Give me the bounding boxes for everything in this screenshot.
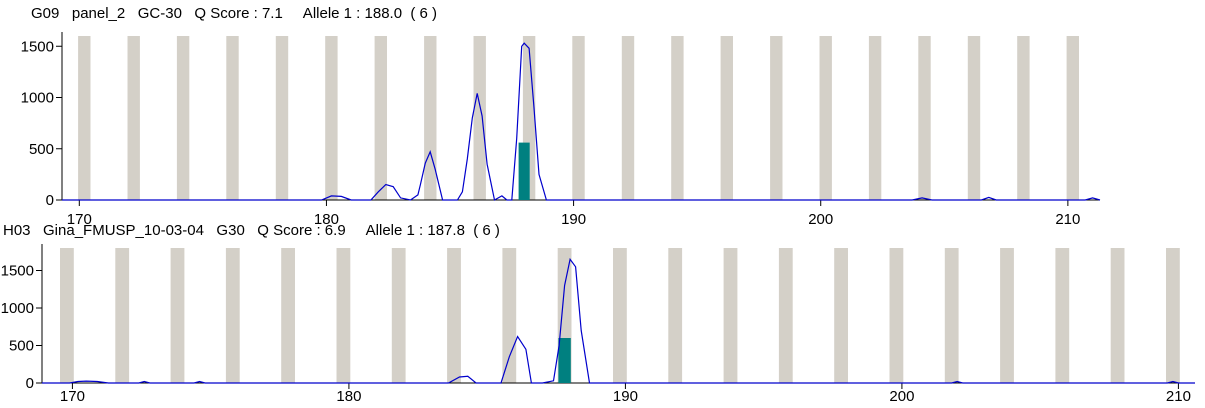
bin-bar (889, 248, 904, 383)
bin-bar (226, 36, 239, 200)
x-tick-label: 190 (613, 388, 638, 405)
bin-bar (225, 248, 240, 383)
y-tick-label: 500 (9, 338, 34, 355)
bin-bar (325, 36, 338, 200)
bin-bar (1000, 248, 1014, 383)
bin-bar (78, 36, 91, 200)
bin-bar (621, 36, 635, 200)
bin-bar (918, 36, 931, 200)
y-tick-label: 1000 (1, 300, 34, 317)
bin-bar (613, 248, 627, 383)
bin-bar (275, 36, 289, 200)
chart-1-title: G09 panel_2 GC-30 Q Score : 7.1 Allele 1… (31, 5, 438, 22)
x-tick-label: 200 (889, 388, 914, 405)
allele-bar (558, 338, 571, 383)
bin-bar (868, 36, 882, 200)
chart-panel-1: G09 panel_2 GC-30 Q Score : 7.1 Allele 1… (21, 5, 1101, 228)
bin-bar (572, 36, 585, 200)
chart-2-title: H03 Gina_FMUSP_10-03-04 G30 Q Score : 6.… (3, 222, 500, 239)
signal-trace (42, 257, 1195, 384)
bin-bar (1017, 36, 1030, 200)
y-tick-label: 1000 (21, 90, 54, 107)
bin-bar (720, 36, 733, 200)
chart-1-svg: 0 500 1000 1500 170 180 190 200 210 (21, 32, 1101, 228)
x-tick-label: 180 (314, 211, 339, 228)
bin-bar (668, 248, 683, 383)
signal-trace (62, 42, 1101, 201)
bin-bar (671, 36, 684, 200)
chart-2-svg: 0 500 1000 1500 170 180 190 200 210 (1, 244, 1195, 405)
y-tick-label: 0 (46, 192, 54, 209)
bin-bar (723, 248, 738, 383)
x-tick-label: 170 (67, 211, 92, 228)
bin-bar (778, 248, 793, 383)
y-tick-label: 1500 (21, 38, 54, 55)
x-tick-label: 170 (60, 388, 85, 405)
y-tick-label: 1500 (1, 263, 34, 280)
bin-bar (1110, 248, 1125, 383)
bin-bar (115, 248, 130, 383)
bin-bar (473, 36, 486, 200)
bin-bar (1166, 248, 1180, 383)
y-tick-label: 0 (26, 375, 34, 392)
bin-bar (60, 248, 74, 383)
bin-bar (770, 36, 783, 200)
x-tick-label: 200 (808, 211, 833, 228)
bin-bar (374, 36, 387, 200)
bin-bar (391, 248, 406, 383)
bin-bar (1055, 248, 1070, 383)
bin-bar (819, 36, 832, 200)
chart-panel-2: H03 Gina_FMUSP_10-03-04 G30 Q Score : 6.… (0, 220, 1205, 408)
bin-bar (176, 36, 190, 200)
bin-bar (424, 36, 437, 200)
bin-bar (502, 248, 517, 383)
y-tick-label: 500 (29, 141, 54, 158)
bin-bar (170, 248, 185, 383)
bin-bar (336, 248, 351, 383)
x-tick-label: 210 (1055, 211, 1080, 228)
x-tick-label: 190 (561, 211, 586, 228)
bin-bar (967, 36, 981, 200)
bin-bar (944, 248, 959, 383)
allele-bar (518, 142, 530, 200)
bin-bar (447, 248, 461, 383)
bin-bar (281, 248, 295, 383)
x-tick-label: 180 (336, 388, 361, 405)
bin-bar (127, 36, 140, 200)
x-tick-label: 210 (1166, 388, 1191, 405)
bin-bar (1066, 36, 1079, 200)
bin-bar (834, 248, 848, 383)
